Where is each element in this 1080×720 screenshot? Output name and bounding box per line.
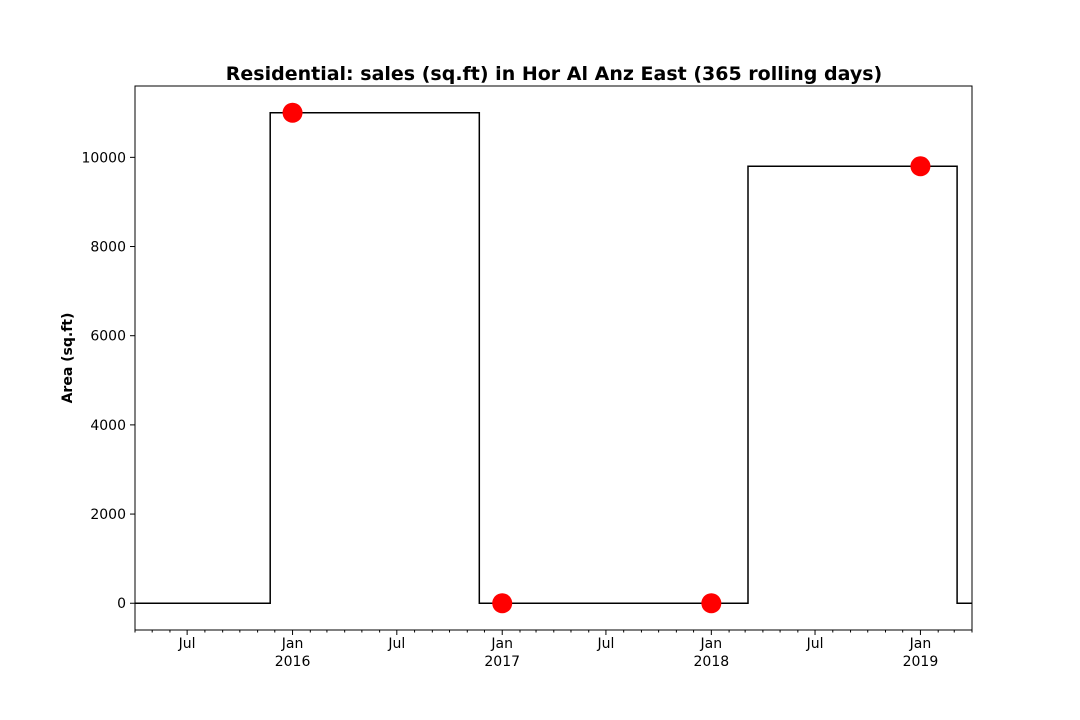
y-axis-label: Area (sq.ft) <box>60 313 76 404</box>
y-tick-label: 0 <box>117 596 126 612</box>
y-tick-label: 4000 <box>90 418 126 434</box>
x-tick-year-label: 2016 <box>275 654 311 670</box>
x-tick-label: Jul <box>596 636 614 652</box>
x-tick-label: Jan <box>909 636 932 652</box>
y-tick-label: 2000 <box>90 507 126 523</box>
x-tick-label: Jul <box>178 636 196 652</box>
series-line <box>135 112 972 604</box>
x-tick-label: Jul <box>387 636 405 652</box>
data-point <box>492 593 513 614</box>
x-tick-year-label: 2018 <box>694 654 730 670</box>
x-tick-year-label: 2019 <box>903 654 939 670</box>
x-tick-label: Jan <box>700 636 723 652</box>
x-tick-label: Jan <box>490 636 513 652</box>
x-tick-year-label: 2017 <box>484 654 520 670</box>
data-point <box>282 102 303 123</box>
y-tick-label: 6000 <box>90 329 126 345</box>
data-point <box>910 156 931 177</box>
y-tick-label: 10000 <box>81 150 126 166</box>
y-tick-label: 8000 <box>90 240 126 256</box>
chart-title: Residential: sales (sq.ft) in Hor Al Anz… <box>226 63 882 85</box>
x-tick-label: Jan <box>281 636 304 652</box>
x-tick-label: Jul <box>806 636 824 652</box>
data-point <box>701 593 722 614</box>
plot-frame <box>134 85 973 631</box>
